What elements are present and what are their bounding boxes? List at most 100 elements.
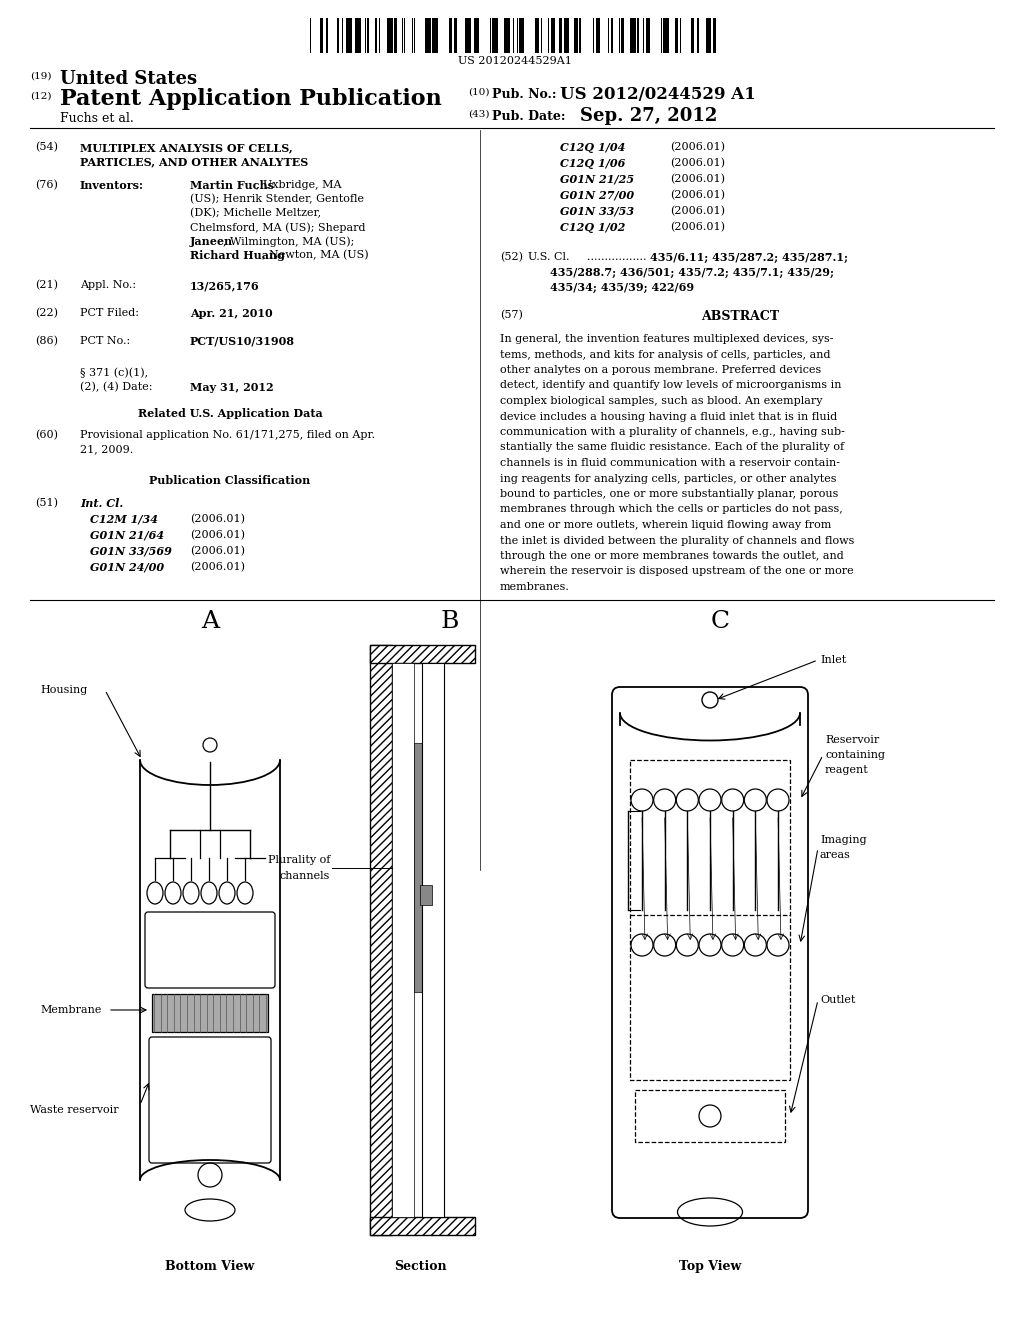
Bar	[680, 18, 681, 53]
Text: Richard Huang: Richard Huang	[190, 249, 285, 261]
Bar	[345, 18, 351, 53]
Bar	[393, 18, 396, 53]
Text: channels is in fluid communication with a reservoir contain-: channels is in fluid communication with …	[500, 458, 840, 469]
Text: 13/265,176: 13/265,176	[190, 280, 260, 290]
Bar	[504, 18, 510, 53]
Bar	[414, 743, 422, 993]
Text: In general, the invention features multiplexed devices, sys-: In general, the invention features multi…	[500, 334, 834, 345]
Text: C12Q 1/02: C12Q 1/02	[560, 222, 626, 234]
Bar	[425, 18, 431, 53]
Text: (2006.01): (2006.01)	[190, 546, 245, 556]
Text: MULTIPLEX ANALYSIS OF CELLS,: MULTIPLEX ANALYSIS OF CELLS,	[80, 143, 293, 153]
Bar	[621, 18, 624, 53]
Text: Provisional application No. 61/171,275, filed on Apr.: Provisional application No. 61/171,275, …	[80, 430, 375, 440]
Text: bound to particles, one or more substantially planar, porous: bound to particles, one or more substant…	[500, 488, 839, 499]
Text: US 20120244529A1: US 20120244529A1	[458, 55, 572, 66]
Bar	[449, 18, 452, 53]
Bar	[713, 18, 716, 53]
Text: Martin Fuchs: Martin Fuchs	[190, 180, 274, 191]
Text: ABSTRACT: ABSTRACT	[701, 310, 779, 323]
Text: detect, identify and quantify low levels of microorganisms in: detect, identify and quantify low levels…	[500, 380, 842, 391]
Text: (10): (10)	[468, 88, 489, 96]
Bar	[370, 645, 392, 1236]
Text: G01N 33/53: G01N 33/53	[560, 206, 634, 216]
Text: Fuchs et al.: Fuchs et al.	[60, 112, 134, 125]
Text: (2006.01): (2006.01)	[190, 531, 245, 540]
Text: (2006.01): (2006.01)	[190, 562, 245, 573]
Bar	[337, 18, 339, 53]
Text: complex biological samples, such as blood. An exemplary: complex biological samples, such as bloo…	[500, 396, 822, 407]
Text: (76): (76)	[35, 180, 58, 190]
Text: (2006.01): (2006.01)	[670, 206, 725, 216]
Bar	[611, 18, 612, 53]
Text: and one or more outlets, wherein liquid flowing away from: and one or more outlets, wherein liquid …	[500, 520, 831, 531]
Text: (22): (22)	[35, 308, 58, 318]
Text: A: A	[201, 610, 219, 634]
Text: containing: containing	[825, 750, 885, 760]
Bar	[706, 18, 711, 53]
Text: (60): (60)	[35, 430, 58, 441]
Text: Chelmsford, MA (US); Shepard: Chelmsford, MA (US); Shepard	[190, 222, 366, 232]
Bar	[152, 994, 268, 1032]
Text: (2006.01): (2006.01)	[670, 190, 725, 201]
Text: 435/288.7; 436/501; 435/7.2; 435/7.1; 435/29;: 435/288.7; 436/501; 435/7.2; 435/7.1; 43…	[550, 267, 834, 279]
Text: (43): (43)	[468, 110, 489, 119]
Text: May 31, 2012: May 31, 2012	[190, 381, 273, 393]
Text: G01N 21/64: G01N 21/64	[90, 531, 164, 541]
Text: Plurality of: Plurality of	[267, 855, 330, 865]
Text: 435/6.11; 435/287.2; 435/287.1;: 435/6.11; 435/287.2; 435/287.1;	[650, 252, 848, 263]
Text: Housing: Housing	[40, 685, 87, 696]
Text: ing reagents for analyzing cells, particles, or other analytes: ing reagents for analyzing cells, partic…	[500, 474, 837, 483]
Bar	[474, 18, 478, 53]
Text: (US); Henrik Stender, Gentofle: (US); Henrik Stender, Gentofle	[190, 194, 364, 205]
Text: 21, 2009.: 21, 2009.	[80, 444, 133, 454]
Bar	[367, 18, 369, 53]
Text: the inlet is divided between the plurality of channels and flows: the inlet is divided between the plurali…	[500, 536, 854, 545]
Text: (DK); Michelle Meltzer,: (DK); Michelle Meltzer,	[190, 209, 322, 218]
Text: (21): (21)	[35, 280, 58, 290]
Text: (2006.01): (2006.01)	[670, 174, 725, 185]
Bar	[573, 18, 578, 53]
Bar	[370, 1217, 475, 1236]
Text: Bottom View: Bottom View	[165, 1261, 255, 1272]
Text: communication with a plurality of channels, e.g., having sub-: communication with a plurality of channe…	[500, 426, 845, 437]
Bar	[454, 18, 457, 53]
Text: C: C	[711, 610, 729, 634]
Text: channels: channels	[280, 871, 330, 880]
Text: 435/34; 435/39; 422/69: 435/34; 435/39; 422/69	[550, 282, 694, 293]
Bar	[386, 18, 392, 53]
Text: Patent Application Publication: Patent Application Publication	[60, 88, 441, 110]
Text: PCT Filed:: PCT Filed:	[80, 308, 139, 318]
Bar	[579, 18, 581, 53]
Text: (52): (52)	[500, 252, 523, 263]
Bar	[492, 18, 498, 53]
Text: , Uxbridge, MA: , Uxbridge, MA	[256, 180, 341, 190]
Bar	[691, 18, 694, 53]
Text: United States: United States	[60, 70, 198, 88]
Text: § 371 (c)(1),: § 371 (c)(1),	[80, 368, 148, 379]
Text: C12M 1/34: C12M 1/34	[90, 513, 158, 525]
Text: other analytes on a porous membrane. Preferred devices: other analytes on a porous membrane. Pre…	[500, 366, 821, 375]
Text: PARTICLES, AND OTHER ANALYTES: PARTICLES, AND OTHER ANALYTES	[80, 156, 308, 168]
Text: Apr. 21, 2010: Apr. 21, 2010	[190, 308, 272, 319]
Text: G01N 27/00: G01N 27/00	[560, 190, 634, 201]
Text: (12): (12)	[30, 92, 51, 102]
Text: G01N 33/569: G01N 33/569	[90, 546, 172, 557]
Text: Related U.S. Application Data: Related U.S. Application Data	[137, 408, 323, 418]
Bar	[432, 18, 438, 53]
Text: Waste reservoir: Waste reservoir	[30, 1105, 119, 1115]
Text: , Wilmington, MA (US);: , Wilmington, MA (US);	[223, 236, 354, 247]
Bar	[663, 18, 669, 53]
Text: Reservoir: Reservoir	[825, 735, 880, 744]
Text: (2006.01): (2006.01)	[190, 513, 245, 524]
Bar	[645, 18, 650, 53]
Text: membranes through which the cells or particles do not pass,: membranes through which the cells or par…	[500, 504, 843, 515]
Text: PCT/US10/31908: PCT/US10/31908	[190, 337, 295, 347]
Bar	[637, 18, 639, 53]
Text: areas: areas	[820, 850, 851, 861]
Text: membranes.: membranes.	[500, 582, 570, 591]
Text: stantially the same fluidic resistance. Each of the plurality of: stantially the same fluidic resistance. …	[500, 442, 844, 453]
Text: Publication Classification: Publication Classification	[150, 475, 310, 486]
Text: through the one or more membranes towards the outlet, and: through the one or more membranes toward…	[500, 550, 844, 561]
Bar	[596, 18, 600, 53]
